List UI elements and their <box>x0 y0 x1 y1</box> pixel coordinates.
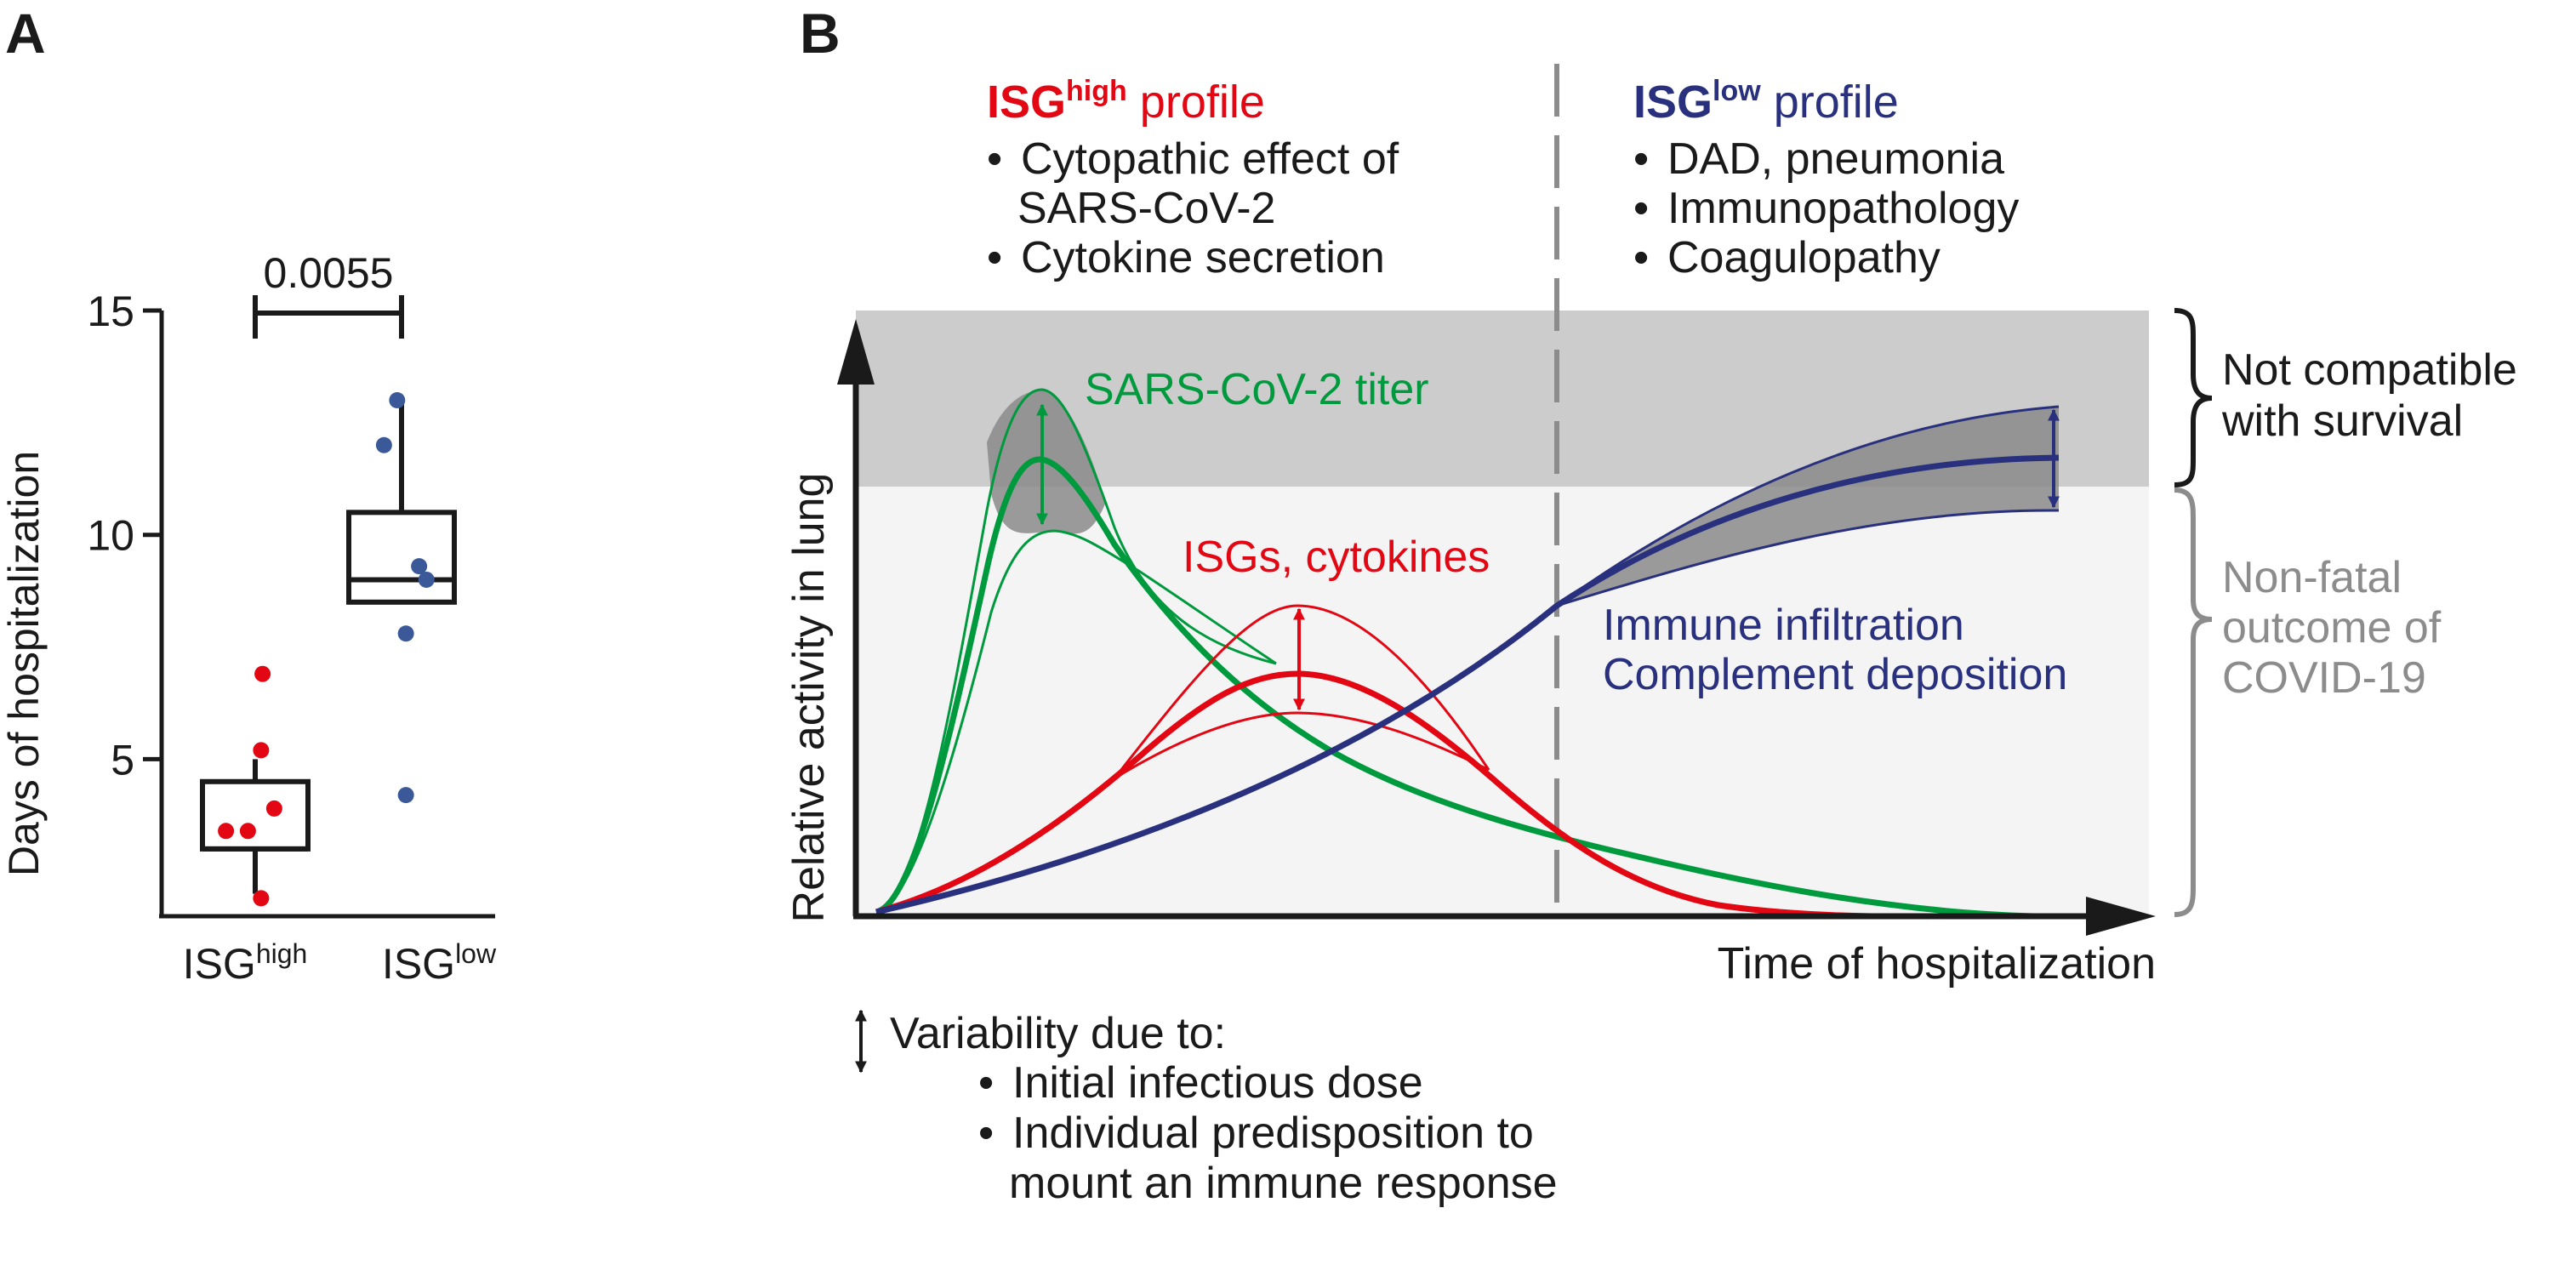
data-point <box>253 890 270 907</box>
x-category-isg-low-sup: low <box>455 938 497 969</box>
legend-item-1: Initial infectious dose <box>1012 1058 1423 1108</box>
legend-title: Variability due to: <box>890 1009 1226 1058</box>
isg-high-item-1: Cytopathic effect of <box>1021 134 1399 184</box>
fatal-brace <box>2174 308 2213 487</box>
isg-high-title-rest: profile <box>1127 77 1265 128</box>
fatal-zone-label-2: with survival <box>2221 396 2463 446</box>
immune-variability-area <box>1557 407 2059 606</box>
isg-high-bullet-2: • <box>987 233 1002 282</box>
x-category-isg-high: ISGhigh <box>183 938 308 988</box>
isg-high-item-1b: SARS-CoV-2 <box>1017 184 1275 233</box>
data-point <box>218 823 235 840</box>
y-tick-label: 5 <box>111 736 134 784</box>
isg-low-bullet-3: • <box>1633 233 1649 282</box>
panel-a-y-ticks: 5 10 15 <box>87 288 162 784</box>
legend-bullet-2: • <box>978 1108 994 1158</box>
x-category-isg-low-base: ISG <box>382 940 455 988</box>
immune-curve-median <box>875 454 2060 915</box>
data-point <box>253 742 270 759</box>
legend-bullet-1: • <box>978 1058 994 1108</box>
immune-curve-upper <box>1556 405 2060 607</box>
nonfatal-zone-label-2: outcome of <box>2222 603 2442 652</box>
isg-low-bullet-1: • <box>1633 134 1649 184</box>
virus-curve-median <box>875 456 2034 920</box>
data-point <box>389 391 406 408</box>
data-point <box>418 571 435 588</box>
isg-curve-lower <box>1114 711 1490 780</box>
panel-a-label: A <box>5 2 46 65</box>
data-point <box>397 625 414 642</box>
nonfatal-zone <box>856 487 2149 916</box>
nonfatal-zone-label-3: COVID-19 <box>2222 653 2426 703</box>
panel-b-label: B <box>800 2 841 65</box>
y-tick-label: 15 <box>87 288 134 335</box>
isg-curve-label: ISGs, cytokines <box>1183 533 1490 582</box>
fatal-zone-label-1: Not compatible <box>2222 345 2517 395</box>
isg-high-item-2: Cytokine secretion <box>1021 233 1385 282</box>
isg-low-title-base: ISG <box>1633 77 1713 128</box>
legend-item-2: Individual predisposition to <box>1012 1108 1534 1158</box>
x-category-isg-low: ISGlow <box>382 938 497 988</box>
panel-b: B ISGhigh profile • Cytopathic effect of… <box>784 2 2517 1208</box>
x-category-isg-high-sup: high <box>256 938 308 969</box>
data-point <box>397 787 414 804</box>
isg-low-title-sup: low <box>1713 75 1761 107</box>
panel-a-points <box>218 391 435 907</box>
data-point <box>265 800 282 817</box>
data-point <box>375 436 392 453</box>
isg-low-title-rest: profile <box>1761 77 1899 128</box>
isg-high-title-base: ISG <box>987 77 1066 128</box>
isg-curve-median <box>875 670 1872 920</box>
virus-curve-label: SARS-CoV-2 titer <box>1085 365 1429 414</box>
immune-curve-label-2: Complement deposition <box>1603 650 2067 699</box>
pvalue-bracket <box>253 295 404 339</box>
box-iqr <box>200 778 311 852</box>
panel-a-boxes <box>200 400 457 894</box>
data-point <box>411 558 428 575</box>
legend-item-3: mount an immune response <box>1009 1159 1558 1208</box>
nonfatal-brace <box>2174 487 2213 917</box>
virus-curve-lower <box>875 529 1277 914</box>
isg-high-profile-title: ISGhigh profile <box>987 75 1265 128</box>
isg-high-bullet-1: • <box>987 134 1002 184</box>
panel-b-y-axis <box>837 319 875 916</box>
isg-high-title-sup: high <box>1066 75 1127 107</box>
panel-a: A Days of hospitalization 5 10 15 0.0055 I… <box>0 2 497 988</box>
isg-low-item-2: Immunopathology <box>1667 184 2019 233</box>
pvalue-label: 0.0055 <box>264 249 394 297</box>
panel-b-xlabel: Time of hospitalization <box>1718 939 2156 989</box>
panel-a-ylabel: Days of hospitalization <box>0 451 48 876</box>
panel-b-x-axis <box>853 897 2156 936</box>
data-point <box>239 823 256 840</box>
isg-curve-upper <box>1113 604 1490 779</box>
isg-low-profile-title: ISGlow profile <box>1633 75 1899 128</box>
x-category-isg-high-base: ISG <box>183 940 256 988</box>
box-iqr <box>346 510 457 605</box>
isg-low-bullet-2: • <box>1633 184 1649 233</box>
y-tick-label: 10 <box>87 512 134 560</box>
data-point <box>254 665 271 682</box>
isg-low-item-1: DAD, pneumonia <box>1667 134 2004 184</box>
immune-curve-lower <box>1556 509 2060 607</box>
isg-low-item-3: Coagulopathy <box>1667 233 1941 282</box>
panel-b-ylabel: Relative activity in lung <box>784 473 834 923</box>
immune-curve-label-1: Immune infiltration <box>1603 601 1964 650</box>
nonfatal-zone-label-1: Non-fatal <box>2222 553 2402 602</box>
